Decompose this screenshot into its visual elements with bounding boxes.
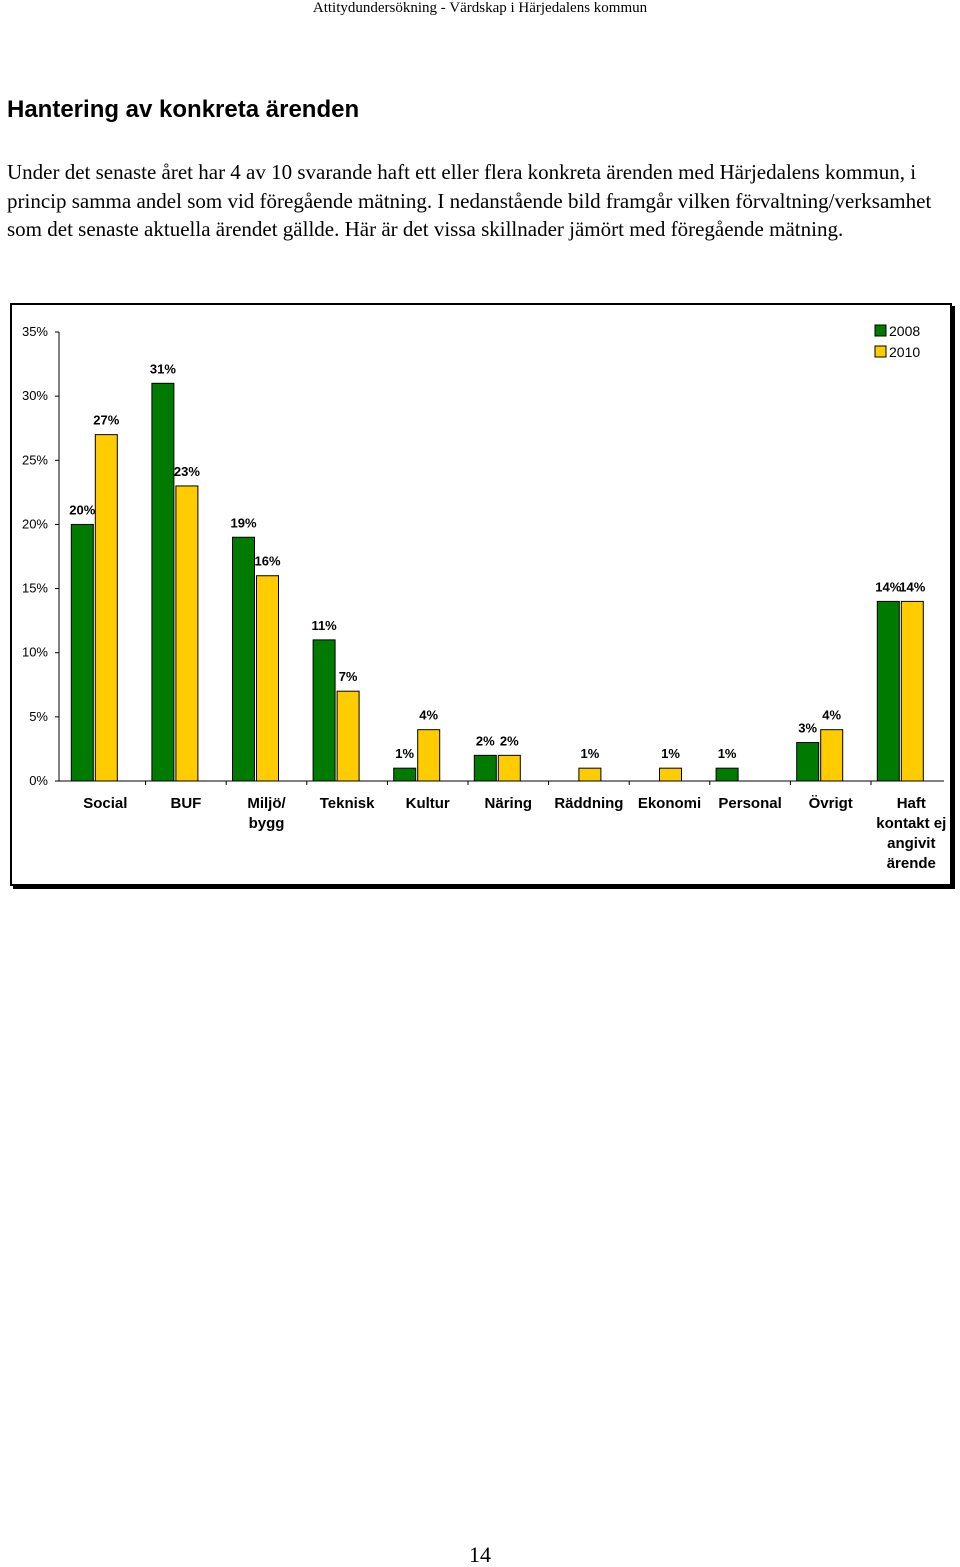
data-label-2008: 1% [395, 746, 414, 761]
bar-2008 [473, 754, 497, 782]
bar-2010 [417, 729, 441, 782]
bar-2010 [336, 690, 360, 782]
y-tick-label: 10% [22, 645, 48, 660]
data-label-2010: 23% [174, 464, 200, 479]
data-label-2008: 31% [150, 361, 176, 376]
bar-2008 [393, 767, 417, 782]
data-label-2010: 4% [822, 708, 841, 723]
bar-2008 [715, 767, 739, 782]
category-label: BUF [170, 795, 201, 812]
section-title: Hantering av konkreta ärenden [7, 96, 360, 123]
y-tick-label: 30% [22, 388, 48, 403]
data-label-2010: 1% [581, 746, 600, 761]
data-label-2010: 16% [254, 554, 280, 569]
data-label-2008: 14% [875, 579, 901, 594]
bar-2010 [175, 485, 199, 782]
category-label: Övrigt [809, 795, 853, 812]
running-header: Attitydundersökning - Värdskap i Härjeda… [312, 0, 648, 16]
data-label-2010: 14% [899, 579, 925, 594]
category-label: Teknisk [320, 795, 375, 812]
category-label: Räddning [554, 795, 623, 812]
bar-2008 [312, 639, 336, 782]
y-tick-label: 20% [22, 516, 48, 531]
data-label-2008: 19% [230, 515, 256, 530]
legend-label-2008: 2008 [889, 323, 920, 339]
bar-2008 [876, 600, 900, 782]
category-label: Näring [485, 795, 533, 812]
data-label-2010: 4% [419, 708, 438, 723]
bar-chart-frame: 0% 5% 10% 15% 20% 25% 30% 35% Social 20% 27% BUF 31%… [10, 303, 952, 886]
category-label: Social [83, 795, 127, 812]
y-tick-label: 5% [29, 709, 48, 724]
bar-2010 [94, 434, 118, 782]
bar-2008 [232, 536, 255, 782]
data-label-2010: 1% [661, 746, 680, 761]
legend-swatch-2010 [874, 345, 887, 358]
data-label-2008: 1% [718, 746, 737, 761]
category-label: Personal [718, 795, 781, 812]
data-label-2008: 3% [798, 721, 817, 736]
category-label: Haft kontakt ej angivit ärende [876, 795, 946, 872]
bar-2010 [900, 600, 924, 782]
data-label-2008: 20% [69, 502, 95, 517]
legend-swatch-2008 [874, 324, 887, 337]
bar-2010 [659, 767, 682, 782]
bar-2008 [796, 742, 820, 782]
bar-2010 [820, 729, 844, 782]
bar-2008 [70, 523, 94, 782]
data-label-2008: 2% [476, 733, 495, 748]
legend-label-2010: 2010 [889, 344, 920, 360]
bar-2010 [256, 575, 279, 782]
y-tick-label: 15% [22, 581, 48, 596]
category-label: Miljö/bygg [247, 795, 286, 832]
bar-2008 [151, 382, 175, 782]
data-label-2010: 27% [93, 413, 119, 428]
data-label-2008: 11% [311, 618, 337, 633]
y-tick-label: 35% [22, 324, 48, 339]
intro-paragraph: Under det senaste året har 4 av 10 svara… [7, 160, 932, 241]
data-label-2010: 7% [339, 669, 358, 684]
bar-chart: 0% 5% 10% 15% 20% 25% 30% 35% Social 20% 27% BUF 31%… [22, 323, 946, 872]
bar-2010 [578, 767, 602, 782]
y-tick-label: 25% [22, 452, 48, 467]
category-label: Ekonomi [638, 795, 701, 812]
y-tick-label: 0% [29, 773, 48, 788]
page-number: 14 [469, 1542, 491, 1567]
bar-2010 [497, 754, 521, 782]
category-label: Kultur [406, 795, 450, 812]
data-label-2010: 2% [500, 733, 519, 748]
